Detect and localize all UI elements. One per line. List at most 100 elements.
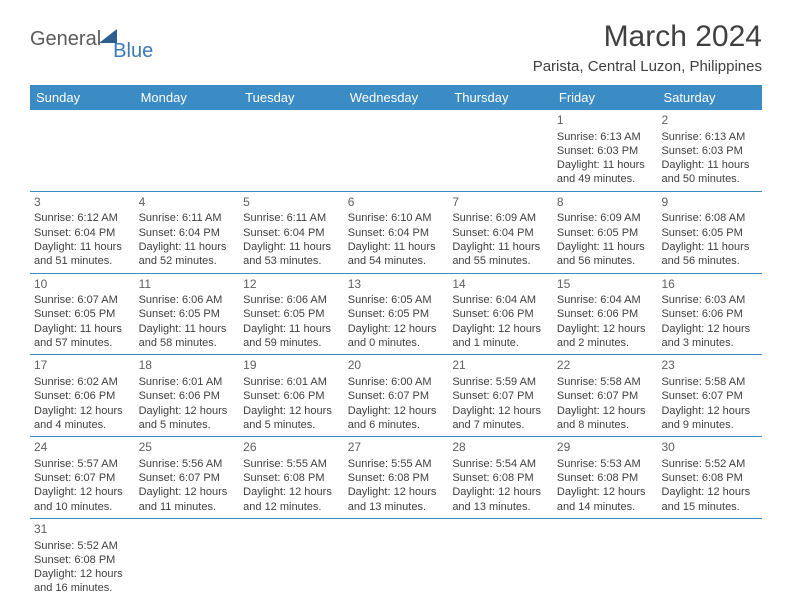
daylight-minutes-text: and 13 minutes. xyxy=(452,500,549,514)
day-cell: 23Sunrise: 5:58 AMSunset: 6:07 PMDayligh… xyxy=(657,355,762,436)
day-cell: 30Sunrise: 5:52 AMSunset: 6:08 PMDayligh… xyxy=(657,437,762,518)
daylight-hours-text: Daylight: 12 hours xyxy=(348,485,445,499)
week-row: 17Sunrise: 6:02 AMSunset: 6:06 PMDayligh… xyxy=(30,355,762,437)
sunrise-text: Sunrise: 5:55 AM xyxy=(348,457,445,471)
sunrise-text: Sunrise: 6:13 AM xyxy=(661,130,758,144)
sunrise-text: Sunrise: 6:09 AM xyxy=(452,211,549,225)
day-cell-empty xyxy=(239,110,344,191)
daylight-minutes-text: and 7 minutes. xyxy=(452,418,549,432)
daylight-hours-text: Daylight: 12 hours xyxy=(661,322,758,336)
day-number: 7 xyxy=(452,195,549,211)
sunrise-text: Sunrise: 6:13 AM xyxy=(557,130,654,144)
day-cell-empty xyxy=(657,519,762,600)
daylight-hours-text: Daylight: 11 hours xyxy=(139,240,236,254)
sunrise-text: Sunrise: 6:11 AM xyxy=(243,211,340,225)
daylight-hours-text: Daylight: 11 hours xyxy=(34,322,131,336)
day-number: 6 xyxy=(348,195,445,211)
day-number: 22 xyxy=(557,358,654,374)
daylight-minutes-text: and 13 minutes. xyxy=(348,500,445,514)
daylight-hours-text: Daylight: 12 hours xyxy=(139,485,236,499)
daylight-hours-text: Daylight: 12 hours xyxy=(557,404,654,418)
sunrise-text: Sunrise: 6:06 AM xyxy=(243,293,340,307)
day-cell: 8Sunrise: 6:09 AMSunset: 6:05 PMDaylight… xyxy=(553,192,658,273)
day-number: 9 xyxy=(661,195,758,211)
sunrise-text: Sunrise: 5:53 AM xyxy=(557,457,654,471)
sunset-text: Sunset: 6:07 PM xyxy=(34,471,131,485)
logo: General Blue xyxy=(30,28,159,51)
daylight-hours-text: Daylight: 12 hours xyxy=(243,485,340,499)
daylight-minutes-text: and 2 minutes. xyxy=(557,336,654,350)
daylight-hours-text: Daylight: 11 hours xyxy=(243,322,340,336)
day-number: 24 xyxy=(34,440,131,456)
sunset-text: Sunset: 6:08 PM xyxy=(661,471,758,485)
daylight-hours-text: Daylight: 12 hours xyxy=(34,404,131,418)
daylight-hours-text: Daylight: 12 hours xyxy=(348,404,445,418)
day-cell: 21Sunrise: 5:59 AMSunset: 6:07 PMDayligh… xyxy=(448,355,553,436)
day-cell: 10Sunrise: 6:07 AMSunset: 6:05 PMDayligh… xyxy=(30,274,135,355)
daylight-hours-text: Daylight: 11 hours xyxy=(243,240,340,254)
day-cell: 26Sunrise: 5:55 AMSunset: 6:08 PMDayligh… xyxy=(239,437,344,518)
sunrise-text: Sunrise: 6:04 AM xyxy=(452,293,549,307)
daylight-minutes-text: and 51 minutes. xyxy=(34,254,131,268)
daylight-hours-text: Daylight: 12 hours xyxy=(661,404,758,418)
sunset-text: Sunset: 6:03 PM xyxy=(557,144,654,158)
daylight-minutes-text: and 56 minutes. xyxy=(557,254,654,268)
daylight-hours-text: Daylight: 11 hours xyxy=(139,322,236,336)
week-row: 24Sunrise: 5:57 AMSunset: 6:07 PMDayligh… xyxy=(30,437,762,519)
day-number: 2 xyxy=(661,113,758,129)
sunset-text: Sunset: 6:08 PM xyxy=(557,471,654,485)
sunrise-text: Sunrise: 6:08 AM xyxy=(661,211,758,225)
day-number: 1 xyxy=(557,113,654,129)
day-header-tuesday: Tuesday xyxy=(239,85,344,110)
day-header-wednesday: Wednesday xyxy=(344,85,449,110)
day-number: 21 xyxy=(452,358,549,374)
sunset-text: Sunset: 6:05 PM xyxy=(661,226,758,240)
day-cell: 6Sunrise: 6:10 AMSunset: 6:04 PMDaylight… xyxy=(344,192,449,273)
day-cell: 29Sunrise: 5:53 AMSunset: 6:08 PMDayligh… xyxy=(553,437,658,518)
day-number: 4 xyxy=(139,195,236,211)
page-header: General Blue March 2024 Parista, Central… xyxy=(30,20,762,75)
week-row: 1Sunrise: 6:13 AMSunset: 6:03 PMDaylight… xyxy=(30,110,762,192)
day-cell-empty xyxy=(344,519,449,600)
daylight-hours-text: Daylight: 12 hours xyxy=(34,485,131,499)
sunset-text: Sunset: 6:08 PM xyxy=(452,471,549,485)
daylight-minutes-text: and 5 minutes. xyxy=(139,418,236,432)
daylight-minutes-text: and 1 minute. xyxy=(452,336,549,350)
sunrise-text: Sunrise: 6:11 AM xyxy=(139,211,236,225)
daylight-hours-text: Daylight: 12 hours xyxy=(557,322,654,336)
daylight-minutes-text: and 0 minutes. xyxy=(348,336,445,350)
daylight-hours-text: Daylight: 11 hours xyxy=(452,240,549,254)
sunrise-text: Sunrise: 6:06 AM xyxy=(139,293,236,307)
daylight-minutes-text: and 4 minutes. xyxy=(34,418,131,432)
day-cell-empty xyxy=(448,519,553,600)
month-title: March 2024 xyxy=(533,20,762,54)
daylight-minutes-text: and 9 minutes. xyxy=(661,418,758,432)
sunrise-text: Sunrise: 6:04 AM xyxy=(557,293,654,307)
day-number: 17 xyxy=(34,358,131,374)
daylight-hours-text: Daylight: 12 hours xyxy=(452,404,549,418)
daylight-hours-text: Daylight: 12 hours xyxy=(452,485,549,499)
day-number: 29 xyxy=(557,440,654,456)
sunset-text: Sunset: 6:04 PM xyxy=(348,226,445,240)
sunset-text: Sunset: 6:06 PM xyxy=(34,389,131,403)
sunrise-text: Sunrise: 6:01 AM xyxy=(243,375,340,389)
sunset-text: Sunset: 6:03 PM xyxy=(661,144,758,158)
sunrise-text: Sunrise: 6:10 AM xyxy=(348,211,445,225)
sunrise-text: Sunrise: 5:56 AM xyxy=(139,457,236,471)
day-number: 13 xyxy=(348,277,445,293)
sunrise-text: Sunrise: 6:05 AM xyxy=(348,293,445,307)
day-number: 11 xyxy=(139,277,236,293)
day-cell: 3Sunrise: 6:12 AMSunset: 6:04 PMDaylight… xyxy=(30,192,135,273)
day-cell: 31Sunrise: 5:52 AMSunset: 6:08 PMDayligh… xyxy=(30,519,135,600)
day-number: 25 xyxy=(139,440,236,456)
sunrise-text: Sunrise: 5:52 AM xyxy=(661,457,758,471)
sunset-text: Sunset: 6:08 PM xyxy=(243,471,340,485)
day-cell: 22Sunrise: 5:58 AMSunset: 6:07 PMDayligh… xyxy=(553,355,658,436)
sunset-text: Sunset: 6:06 PM xyxy=(661,307,758,321)
day-number: 31 xyxy=(34,522,131,538)
day-cell: 4Sunrise: 6:11 AMSunset: 6:04 PMDaylight… xyxy=(135,192,240,273)
daylight-hours-text: Daylight: 12 hours xyxy=(452,322,549,336)
daylight-hours-text: Daylight: 12 hours xyxy=(34,567,131,581)
day-number: 27 xyxy=(348,440,445,456)
sunset-text: Sunset: 6:08 PM xyxy=(34,553,131,567)
